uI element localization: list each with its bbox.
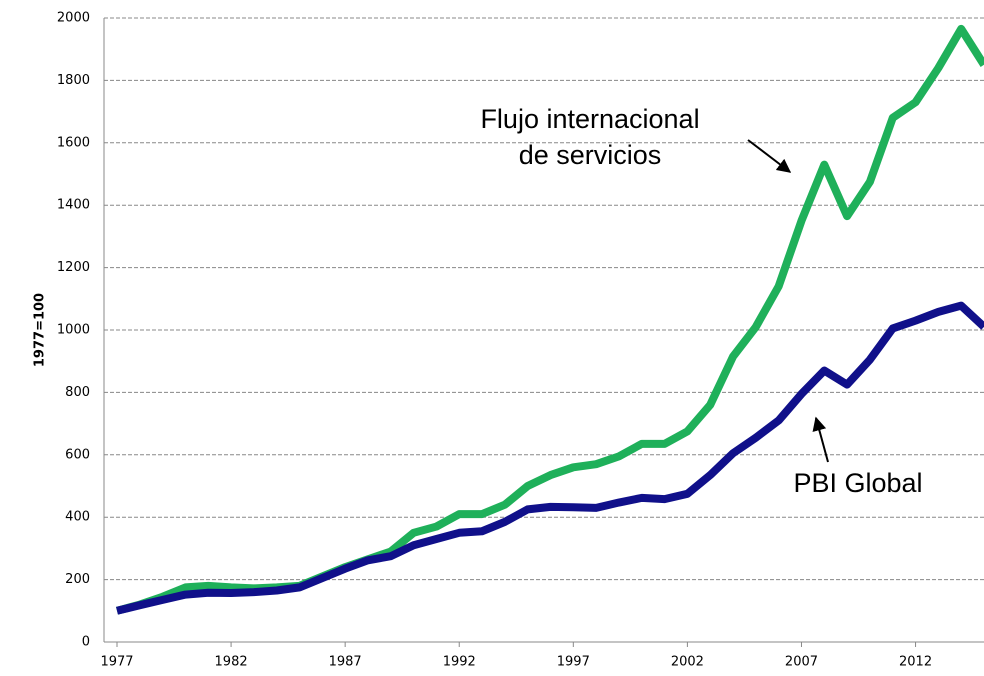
x-tick-label: 2007: [785, 655, 818, 670]
y-tick-label: 0: [82, 635, 90, 650]
x-tick-label: 1987: [329, 655, 362, 670]
y-tick-label: 1000: [57, 323, 90, 338]
annotation: Flujo internacional: [480, 104, 699, 134]
x-tick-label: 2002: [671, 655, 704, 670]
y-tick-label: 1600: [57, 135, 90, 150]
y-tick-label: 200: [65, 572, 90, 587]
y-tick-label: 600: [65, 447, 90, 462]
y-axis-label: 1977=100: [33, 293, 48, 367]
y-tick-label: 800: [65, 385, 90, 400]
annotation: de servicios: [519, 140, 662, 170]
y-tick-label: 1200: [57, 260, 90, 275]
annotation: PBI Global: [793, 468, 922, 498]
y-tick-label: 2000: [57, 11, 90, 26]
annotation-arrow: [812, 416, 829, 463]
annotation-arrow: [747, 139, 792, 173]
y-tick-label: 1400: [57, 198, 90, 213]
x-tick-label: 1992: [443, 655, 476, 670]
x-tick-label: 1982: [215, 655, 248, 670]
x-tick-label: 1977: [100, 655, 133, 670]
y-tick-label: 1800: [57, 73, 90, 88]
series-line: [116, 301, 984, 615]
x-tick-label: 2012: [899, 655, 932, 670]
x-tick-label: 1997: [557, 655, 590, 670]
y-tick-label: 400: [65, 510, 90, 525]
